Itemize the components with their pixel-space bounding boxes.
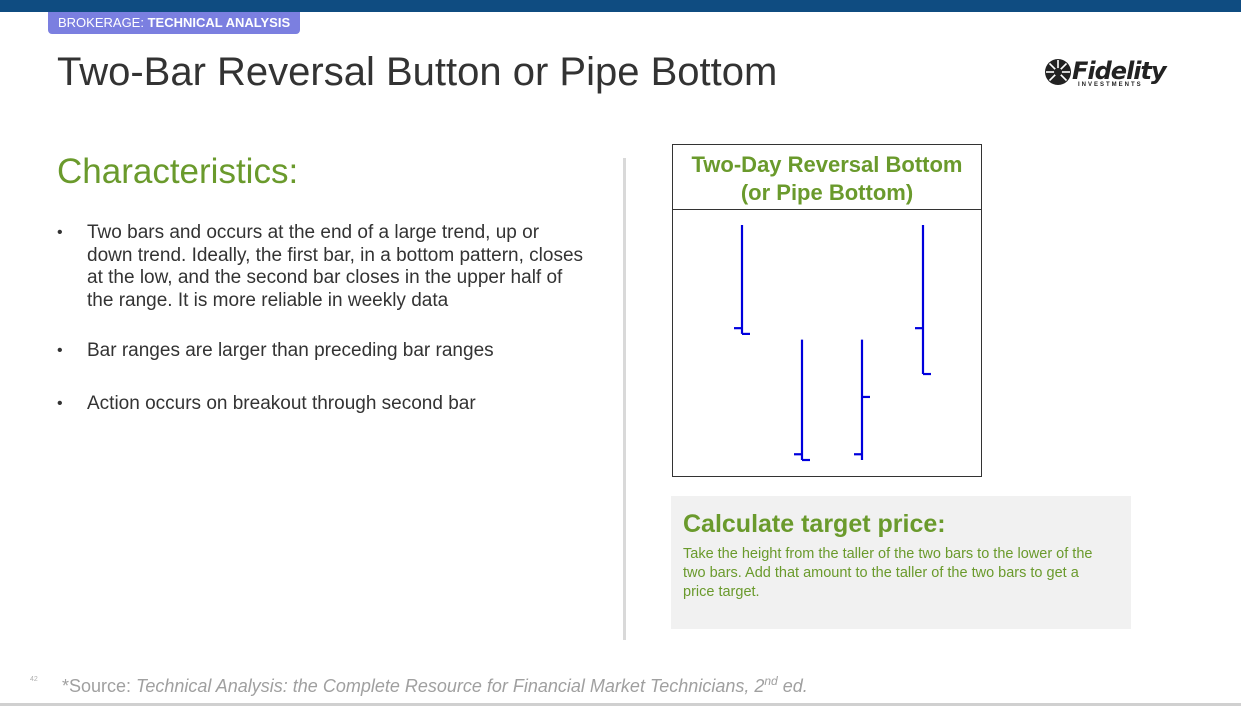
fidelity-burst-icon <box>1045 59 1071 85</box>
source-suffix: ed. <box>777 676 808 696</box>
callout-title: Calculate target price: <box>683 510 946 538</box>
logo-subtext: INVESTMENTS <box>1078 82 1143 88</box>
characteristics-list: Two bars and occurs at the end of a larg… <box>57 222 587 415</box>
diagram-title-line2: (or Pipe Bottom) <box>740 180 914 205</box>
source-title: Technical Analysis: the Complete Resourc… <box>136 674 808 696</box>
ohlc-bar-chart <box>734 225 931 462</box>
diagram-title-line1: Two-Day Reversal Bottom <box>691 152 963 177</box>
diagram-header: Two-Day Reversal Bottom (or Pipe Bottom) <box>673 145 981 210</box>
target-price-callout: Calculate target price: Take the height … <box>671 496 1131 629</box>
page-number: 42 <box>30 676 38 683</box>
breadcrumb: BROKERAGE: TECHNICAL ANALYSIS <box>48 12 301 34</box>
characteristics-heading: Characteristics: <box>57 152 299 191</box>
column-divider <box>623 158 626 640</box>
source-citation: *Source: Technical Analysis: the Complet… <box>62 674 808 697</box>
bullet-item-1: Two bars and occurs at the end of a larg… <box>57 222 587 312</box>
page-title: Two-Bar Reversal Button or Pipe Bottom <box>57 50 778 94</box>
source-prefix: *Source: <box>62 676 137 696</box>
footer-rule <box>0 703 1241 706</box>
diagram-title: Two-Day Reversal Bottom (or Pipe Bottom) <box>682 145 972 207</box>
callout-body: Take the height from the taller of the t… <box>683 546 1093 600</box>
bullet-item-3: Action occurs on breakout through second… <box>57 393 587 416</box>
bullet-item-2: Bar ranges are larger than preceding bar… <box>57 340 587 363</box>
top-accent-bar <box>0 0 1241 12</box>
breadcrumb-prefix: BROKERAGE: <box>58 15 148 30</box>
fidelity-logo: Fidelity INVESTMENTS <box>1044 57 1188 92</box>
pipe-bottom-diagram: Two-Day Reversal Bottom (or Pipe Bottom) <box>672 144 982 477</box>
logo-wordmark: Fidelity <box>1072 57 1167 85</box>
source-sup: nd <box>764 674 778 688</box>
source-title-text: Technical Analysis: the Complete Resourc… <box>136 676 765 696</box>
breadcrumb-section: TECHNICAL ANALYSIS <box>147 15 291 30</box>
